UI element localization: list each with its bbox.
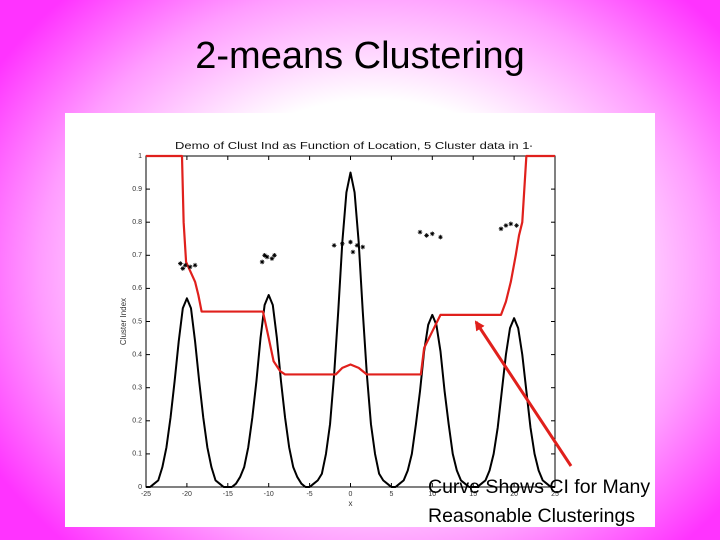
scatter-point — [503, 223, 509, 228]
scatter-point — [264, 254, 270, 260]
chart-title: Demo of Clust Ind as Function of Locatio… — [175, 140, 541, 152]
scatter-point — [438, 234, 443, 240]
scatter-point — [180, 266, 186, 271]
scatter-point — [331, 243, 337, 248]
scatter-point — [508, 221, 514, 227]
slide-title: 2-means Clustering — [195, 35, 524, 77]
x-tick-label: -5 — [306, 491, 312, 498]
x-tick-label: 0 — [349, 491, 353, 498]
y-tick-label: 0 — [138, 484, 142, 491]
x-axis-label: x — [349, 499, 353, 508]
scatter-point — [354, 243, 360, 248]
scatter-point — [187, 264, 193, 270]
x-tick-label: -20 — [182, 491, 192, 498]
x-tick-label: 25 — [551, 491, 559, 498]
y-tick-label: 0.6 — [132, 285, 142, 292]
scatter-point — [348, 239, 353, 245]
x-tick-label: -25 — [141, 491, 151, 498]
scatter-point — [269, 256, 275, 261]
series-line — [146, 171, 555, 488]
y-tick-label: 0.9 — [132, 186, 142, 193]
y-tick-label: 0.2 — [132, 418, 142, 425]
scatter-point — [259, 259, 265, 265]
annotation-arrow — [474, 320, 573, 467]
scatter-point — [498, 226, 504, 232]
chart-panel — [65, 113, 655, 527]
y-tick-label: 0.5 — [132, 318, 142, 325]
scatter-point — [192, 262, 198, 268]
x-tick-label: -15 — [223, 491, 233, 498]
scatter-point — [424, 233, 429, 238]
annotation-text: Reasonable Clusterings — [428, 505, 635, 527]
x-tick-label: 15 — [469, 491, 477, 498]
y-tick-label: 0.3 — [132, 385, 142, 392]
series-line — [146, 154, 555, 376]
annotation-text: Curve Shows CI for Many — [428, 476, 650, 498]
scatter-point — [340, 241, 345, 247]
scatter-point — [350, 249, 356, 255]
scatter-point — [262, 253, 267, 258]
scatter-point — [178, 261, 183, 266]
x-tick-label: 20 — [510, 491, 518, 498]
y-tick-label: 0.4 — [132, 351, 142, 358]
x-tick-label: 5 — [389, 491, 393, 498]
y-tick-label: 0.7 — [132, 252, 142, 259]
scatter-point — [514, 223, 519, 228]
scatter-point — [417, 229, 423, 235]
scatter-point — [272, 253, 277, 258]
scatter-point — [182, 262, 188, 268]
y-axis-label: Cluster Index — [119, 298, 128, 345]
scatter-point — [430, 231, 435, 237]
x-tick-label: 10 — [428, 491, 436, 498]
x-tick-label: -10 — [264, 491, 274, 498]
scatter-point — [360, 244, 366, 250]
y-tick-label: 1 — [138, 153, 142, 160]
y-tick-label: 0.8 — [132, 219, 142, 226]
y-tick-label: 0.1 — [132, 451, 142, 458]
